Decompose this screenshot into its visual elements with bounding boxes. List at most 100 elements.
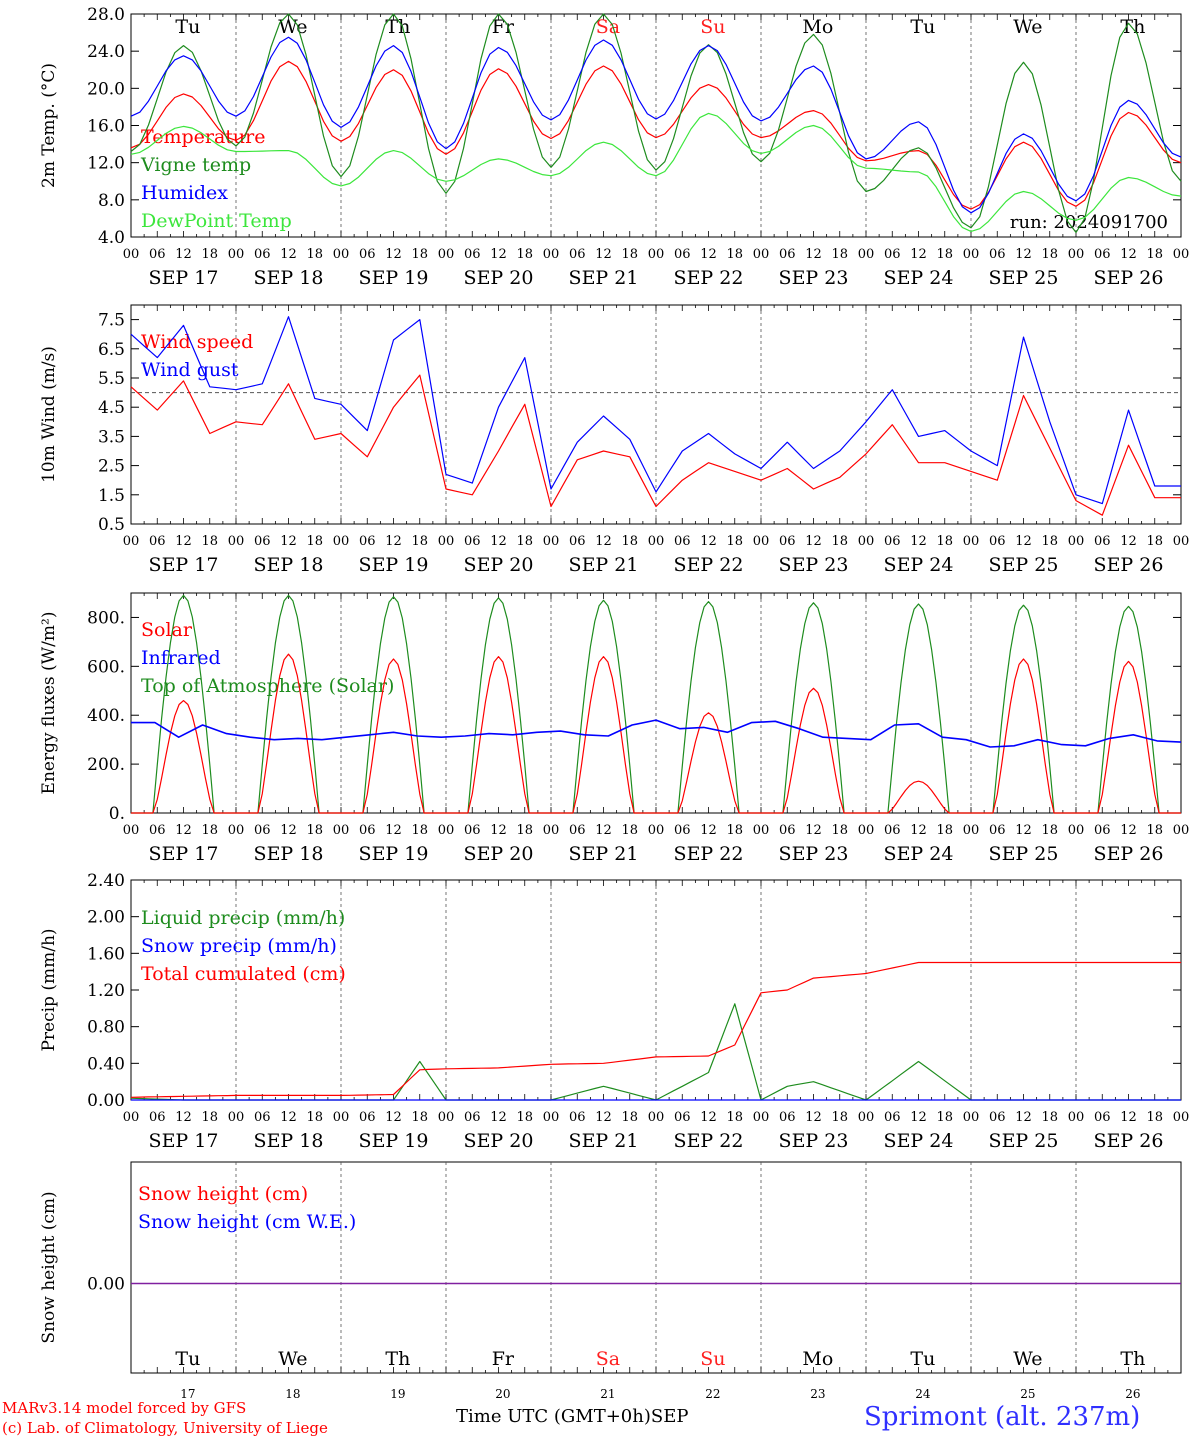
hour-label: 06 [359, 247, 376, 262]
hour-label: 18 [516, 1110, 533, 1125]
panel-frame [130, 13, 1182, 238]
date-label: SEP 20 [464, 1130, 534, 1152]
hour-label: 12 [280, 534, 297, 549]
hour-label: 18 [306, 823, 323, 838]
date-label: SEP 23 [779, 843, 849, 865]
y-tick-label: 12.0 [87, 154, 125, 174]
hour-label: 06 [1094, 823, 1111, 838]
hour-label: 00 [1068, 247, 1085, 262]
date-label: SEP 17 [149, 1130, 219, 1152]
hour-label: 18 [411, 823, 428, 838]
day-name: Tu [910, 16, 935, 38]
y-tick-label: 0.40 [87, 1054, 125, 1074]
hour-label: 06 [149, 823, 166, 838]
hour-label: 06 [149, 247, 166, 262]
date-label: SEP 26 [1094, 843, 1164, 865]
hour-label: 00 [228, 534, 245, 549]
hour-label: 12 [385, 1110, 402, 1125]
hour-label: 00 [963, 534, 980, 549]
hour-label: 12 [700, 534, 717, 549]
model-credit: MARv3.14 model forced by GFS [2, 1399, 247, 1417]
hour-label: 12 [490, 534, 507, 549]
y-tick-label: 600. [87, 657, 125, 677]
y-axis-label: 10m Wind (m/s) [39, 346, 59, 483]
date-label: SEP 18 [254, 843, 324, 865]
hour-label: 06 [464, 534, 481, 549]
hour-label: 00 [753, 1110, 770, 1125]
hour-label: 18 [516, 823, 533, 838]
hour-label: 00 [543, 823, 560, 838]
hour-label: 06 [674, 1110, 691, 1125]
hour-label: 06 [254, 1110, 271, 1125]
date-label: SEP 17 [149, 554, 219, 576]
hour-label: 18 [621, 823, 638, 838]
date-label: SEP 20 [464, 554, 534, 576]
date-label: SEP 22 [674, 1130, 744, 1152]
hour-label: 06 [884, 534, 901, 549]
y-tick-label: 1.5 [98, 486, 125, 506]
hour-label: 06 [1094, 247, 1111, 262]
hour-label: 12 [805, 247, 822, 262]
day-number: 24 [915, 1387, 931, 1401]
hour-label: 18 [411, 247, 428, 262]
date-label: SEP 25 [989, 843, 1059, 865]
hour-label: 12 [490, 247, 507, 262]
hour-label: 18 [1041, 1110, 1058, 1125]
hour-label: 12 [175, 247, 192, 262]
hour-label: 00 [753, 534, 770, 549]
legend-entry: Temperature [141, 126, 265, 148]
hour-label: 06 [1094, 534, 1111, 549]
date-label: SEP 22 [674, 267, 744, 289]
day-number: 19 [390, 1387, 405, 1401]
hour-label: 12 [595, 247, 612, 262]
series-line-humidex [130, 36, 1182, 214]
hour-label: 12 [1015, 823, 1032, 838]
day-number: 21 [600, 1387, 615, 1401]
x-axis-month: SEP [650, 1406, 689, 1427]
date-label: SEP 21 [569, 554, 639, 576]
hour-label: 18 [201, 534, 218, 549]
hour-label: 12 [1015, 534, 1032, 549]
hour-label: 12 [1120, 534, 1137, 549]
hour-label: 00 [333, 247, 350, 262]
run-label: run: 2024091700 [1010, 212, 1168, 233]
day-name: We [1013, 16, 1042, 38]
date-label: SEP 24 [884, 554, 954, 576]
hour-label: 06 [569, 247, 586, 262]
hour-label: 00 [123, 247, 140, 262]
y-tick-label: 2.5 [98, 457, 125, 477]
hour-label: 06 [359, 534, 376, 549]
hour-label: 06 [359, 1110, 376, 1125]
hour-label: 18 [201, 247, 218, 262]
hour-label: 12 [910, 1110, 927, 1125]
hour-label: 18 [936, 1110, 953, 1125]
series-line-total-cumulated-cm- [130, 961, 1181, 1098]
hour-label: 18 [831, 247, 848, 262]
legend-entry: Snow height (cm W.E.) [138, 1211, 356, 1233]
date-label: SEP 23 [779, 554, 849, 576]
series-line-vigne-temp [130, 13, 1182, 233]
hour-label: 12 [910, 247, 927, 262]
date-label: SEP 21 [569, 843, 639, 865]
hour-label: 18 [306, 247, 323, 262]
hour-label: 00 [123, 1110, 140, 1125]
hour-label: 06 [1094, 1110, 1111, 1125]
hour-label: 18 [1146, 534, 1163, 549]
hour-label: 06 [989, 823, 1006, 838]
hour-label: 00 [123, 823, 140, 838]
hour-label: 18 [831, 534, 848, 549]
hour-label: 12 [490, 1110, 507, 1125]
hour-label: 12 [280, 823, 297, 838]
hour-label: 18 [726, 247, 743, 262]
hour-label: 18 [1041, 247, 1058, 262]
day-name: Mo [802, 1348, 833, 1370]
y-tick-label: 0.80 [87, 1018, 125, 1038]
hour-label: 12 [280, 1110, 297, 1125]
date-label: SEP 23 [779, 1130, 849, 1152]
hour-label: 12 [175, 534, 192, 549]
hour-label: 00 [438, 534, 455, 549]
hour-label: 00 [858, 534, 875, 549]
y-tick-label: 0.00 [87, 1091, 125, 1111]
hour-label: 06 [779, 1110, 796, 1125]
hour-label: 06 [464, 1110, 481, 1125]
